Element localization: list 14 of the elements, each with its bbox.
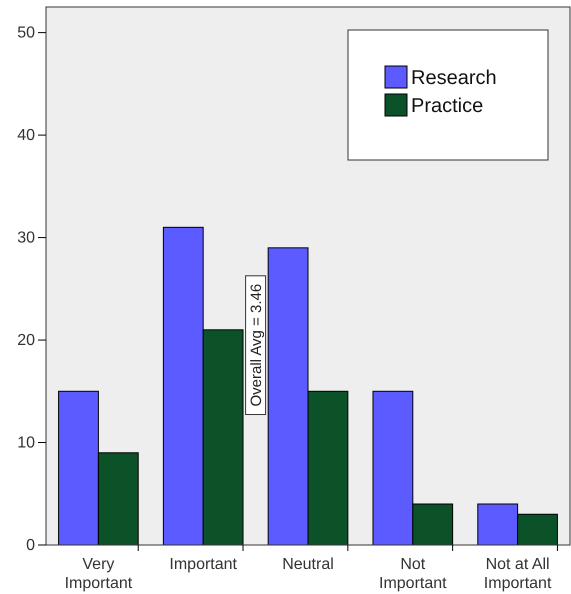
x-tick-label: Neutral [282, 556, 334, 573]
x-tick-label: Not at All Important [484, 556, 552, 592]
legend-label: Research [411, 67, 497, 89]
legend-label: Practice [411, 95, 484, 117]
annotation: Overall Avg = 3.46 [248, 284, 265, 407]
y-tick-label: 30 [17, 230, 36, 247]
x-tick-label: Important [169, 556, 238, 573]
y-tick-label: 0 [26, 537, 36, 554]
y-tick-label: 50 [17, 24, 36, 42]
y-tick-label: 10 [17, 434, 36, 452]
x-tick-label: Very Important [64, 556, 133, 592]
x-tick-label: Not Important [379, 556, 448, 592]
y-tick-label: 20 [17, 332, 36, 350]
y-tick-label: 40 [17, 127, 36, 144]
